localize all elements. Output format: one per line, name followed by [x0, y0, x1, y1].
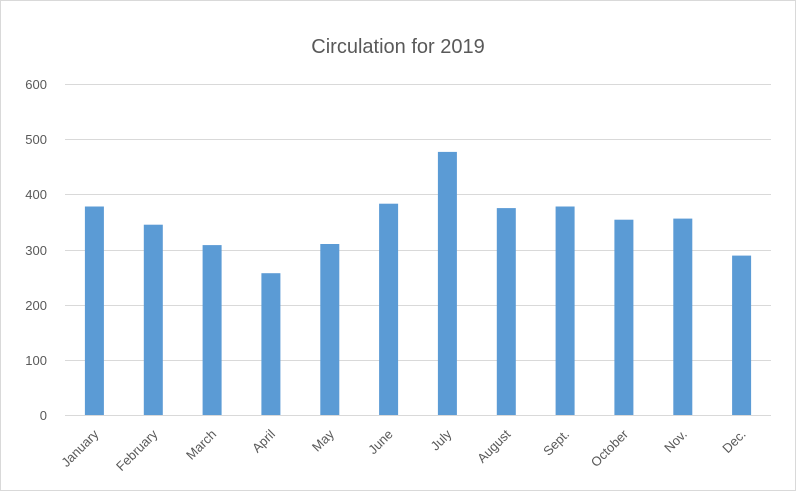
- y-axis-tick-labels: 0 100 200 300 400 500 600: [25, 77, 47, 423]
- y-tick-label: 600: [25, 77, 47, 92]
- y-tick-label: 300: [25, 243, 47, 258]
- x-tick-label: July: [428, 426, 455, 453]
- chart-title: Circulation for 2019: [311, 36, 484, 58]
- bars: [84, 151, 752, 415]
- bar-october: [614, 219, 634, 415]
- gridlines: [65, 84, 771, 416]
- x-tick-label: May: [309, 426, 337, 454]
- bar-may: [320, 244, 340, 415]
- bar-january: [84, 206, 104, 415]
- x-tick-label: April: [249, 426, 278, 455]
- x-tick-label: Dec.: [719, 427, 749, 457]
- bar-sept: [555, 206, 575, 415]
- x-tick-label: January: [58, 426, 102, 470]
- bar-august: [496, 208, 516, 415]
- x-tick-label: Nov.: [661, 427, 690, 456]
- x-tick-label: February: [113, 426, 161, 474]
- x-tick-label: March: [183, 427, 219, 463]
- x-tick-label: August: [474, 426, 513, 465]
- y-tick-label: 100: [25, 353, 47, 368]
- bar-april: [261, 273, 281, 415]
- y-tick-label: 0: [40, 408, 47, 423]
- y-tick-label: 500: [25, 132, 47, 147]
- bar-june: [379, 203, 399, 415]
- x-tick-label: June: [365, 427, 396, 458]
- bar-dec: [732, 255, 752, 415]
- x-axis-tick-labels: January February March April May June July Augu…: [58, 426, 749, 474]
- y-tick-label: 400: [25, 187, 47, 202]
- bar-february: [143, 224, 163, 415]
- y-tick-label: 200: [25, 298, 47, 313]
- bar-march: [202, 245, 222, 415]
- x-tick-label: October: [588, 426, 632, 470]
- bar-nov: [673, 218, 693, 415]
- bar-july: [437, 151, 457, 415]
- x-tick-label: Sept.: [540, 427, 572, 459]
